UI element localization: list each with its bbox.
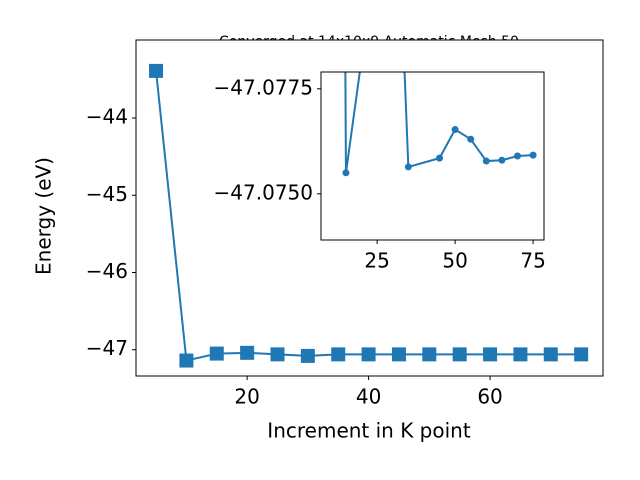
marker — [482, 157, 490, 165]
y-tick-label: −44 — [86, 105, 128, 129]
y-tick-label: −47 — [86, 336, 128, 360]
marker — [498, 156, 506, 164]
marker — [483, 347, 498, 362]
marker — [404, 163, 412, 171]
y-tick-label: −47.0750 — [214, 180, 313, 204]
marker — [422, 347, 437, 362]
plot-content — [342, 72, 537, 177]
y-tick-label: −47.0775 — [214, 75, 313, 99]
marker — [361, 347, 376, 362]
marker — [300, 348, 315, 363]
marker — [149, 63, 164, 78]
marker — [240, 345, 255, 360]
marker — [513, 152, 521, 160]
y-tick-label: −46 — [86, 259, 128, 283]
marker — [391, 347, 406, 362]
x-tick-label: 75 — [520, 249, 545, 273]
marker — [574, 347, 589, 362]
x-axis-label: Increment in K point — [267, 419, 471, 443]
x-tick-label: 40 — [356, 385, 381, 409]
marker — [342, 169, 350, 177]
marker — [451, 126, 459, 134]
marker — [179, 353, 194, 368]
marker — [529, 151, 537, 159]
marker — [209, 346, 224, 361]
x-tick-label: 50 — [442, 249, 467, 273]
marker — [436, 154, 444, 162]
x-tick-label: 25 — [364, 249, 389, 273]
marker — [270, 347, 285, 362]
y-axis-label: Energy (eV) — [32, 157, 56, 275]
marker — [452, 347, 467, 362]
marker — [543, 347, 558, 362]
axes-frame — [320, 71, 545, 241]
plot-area — [321, 72, 544, 240]
marker — [467, 135, 475, 143]
marker — [331, 347, 346, 362]
marker — [513, 347, 528, 362]
axes-frame — [135, 39, 604, 377]
plot-content — [149, 63, 589, 368]
x-tick-label: 20 — [234, 385, 259, 409]
y-tick-label: −45 — [86, 182, 128, 206]
x-tick-label: 60 — [477, 385, 502, 409]
